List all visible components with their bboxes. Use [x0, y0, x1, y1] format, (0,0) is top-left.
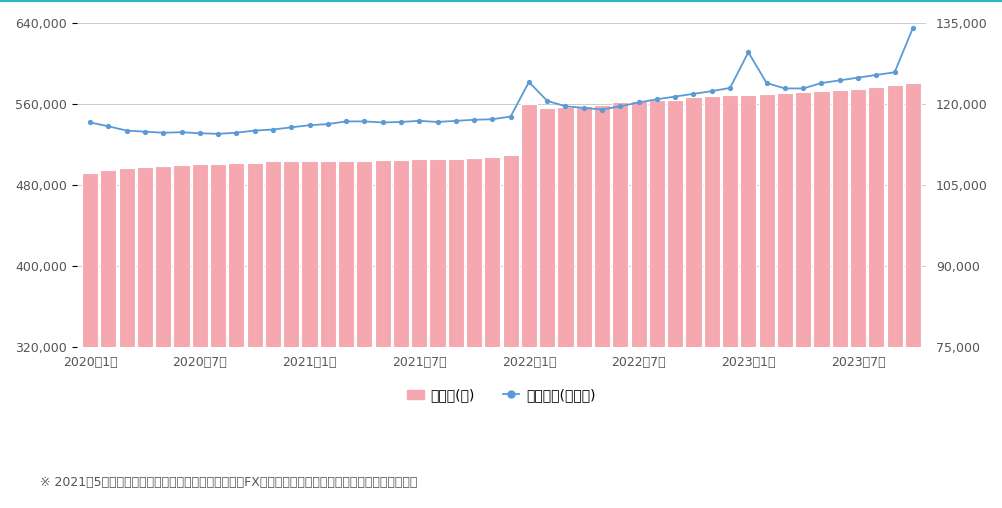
Bar: [136, 168, 153, 508]
Bar: [758, 94, 774, 508]
Bar: [777, 93, 793, 508]
Bar: [356, 162, 372, 508]
Bar: [648, 100, 664, 508]
Bar: [557, 107, 573, 508]
Bar: [246, 164, 263, 508]
Text: ※ 2021年5月より「外貨ネクストネオ」と「らくらくFX穏立」の口座数を合算して掲載しております。: ※ 2021年5月より「外貨ネクストネオ」と「らくらくFX穏立」の口座数を合算し…: [40, 476, 417, 489]
Bar: [191, 165, 207, 508]
Bar: [502, 155, 518, 508]
Bar: [338, 162, 354, 508]
Bar: [630, 101, 646, 508]
Bar: [520, 104, 536, 508]
Bar: [228, 164, 244, 508]
Legend: 口座数(件), 預り金額(百万円): 口座数(件), 預り金額(百万円): [401, 383, 601, 408]
Bar: [118, 169, 134, 508]
Bar: [155, 167, 171, 508]
Bar: [447, 160, 463, 508]
Bar: [813, 91, 829, 508]
Bar: [849, 89, 866, 508]
Bar: [374, 161, 391, 508]
Bar: [831, 90, 847, 508]
Bar: [429, 160, 445, 508]
Bar: [265, 162, 281, 508]
Bar: [611, 102, 628, 508]
Bar: [100, 170, 116, 508]
Bar: [283, 162, 299, 508]
Bar: [539, 108, 555, 508]
Bar: [484, 157, 500, 508]
Bar: [320, 162, 336, 508]
Bar: [666, 100, 682, 508]
Bar: [466, 158, 482, 508]
Bar: [721, 96, 737, 508]
Bar: [739, 96, 756, 508]
Bar: [868, 87, 884, 508]
Bar: [904, 83, 920, 508]
Bar: [209, 165, 225, 508]
Bar: [703, 97, 719, 508]
Bar: [886, 85, 902, 508]
Bar: [302, 162, 318, 508]
Bar: [82, 173, 98, 508]
Bar: [684, 98, 700, 508]
Bar: [795, 92, 811, 508]
Bar: [575, 106, 591, 508]
Bar: [393, 161, 409, 508]
Bar: [173, 166, 189, 508]
Bar: [411, 160, 427, 508]
Bar: [593, 105, 609, 508]
